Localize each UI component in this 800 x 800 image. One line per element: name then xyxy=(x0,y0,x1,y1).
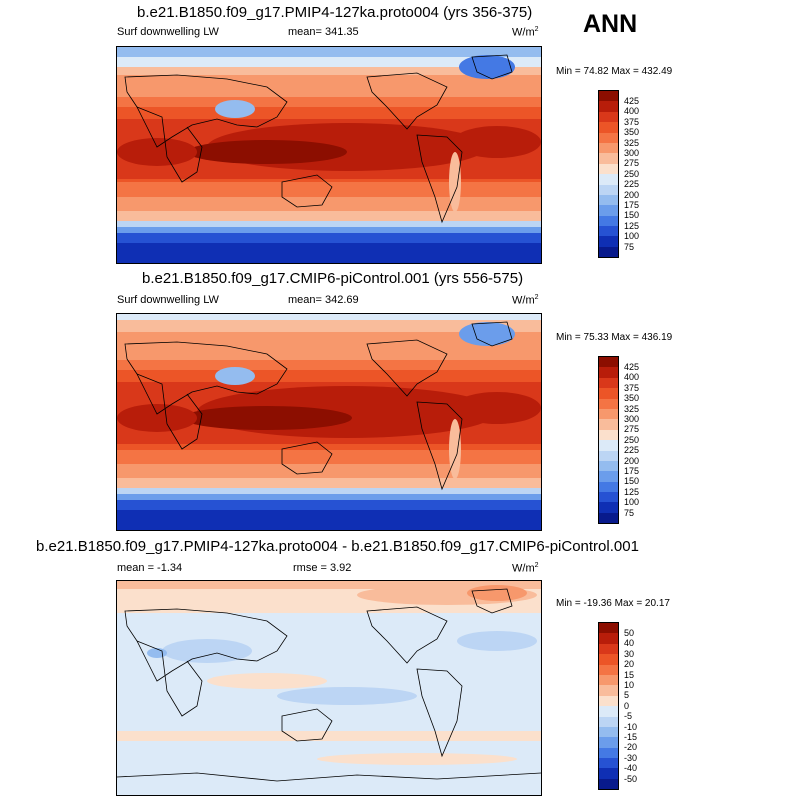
panel-1-minmax: Min = 74.82 Max = 432.49 xyxy=(556,66,673,77)
panel-1-units: W/m2 xyxy=(512,26,539,39)
panel-3-colorbar xyxy=(598,622,619,790)
panel-2-mean: mean= 342.69 xyxy=(288,294,359,306)
panel-1-field-label: Surf downwelling LW xyxy=(117,26,219,38)
panel-2-minmax: Min = 75.33 Max = 436.19 xyxy=(556,332,673,343)
panel-3-mean: mean = -1.34 xyxy=(117,562,183,574)
panel-3-rmse: rmse = 3.92 xyxy=(293,562,352,574)
panel-2-title: b.e21.B1850.f09_g17.CMIP6-piControl.001 … xyxy=(142,270,524,287)
panel-1-map xyxy=(116,46,542,264)
panel-3-minmax: Min = -19.36 Max = 20.17 xyxy=(556,598,670,609)
panel-3-title: b.e21.B1850.f09_g17.PMIP4-127ka.proto004… xyxy=(36,538,639,555)
panel-3-map xyxy=(116,580,542,796)
panel-2-field-label: Surf downwelling LW xyxy=(117,294,219,306)
season-label: ANN xyxy=(583,10,638,38)
panel-1-mean: mean= 341.35 xyxy=(288,26,359,38)
panel-2-colorbar xyxy=(598,356,619,524)
panel-2-map xyxy=(116,313,542,531)
panel-1-colorbar xyxy=(598,90,619,258)
panel-3-units: W/m2 xyxy=(512,562,539,575)
panel-2-units: W/m2 xyxy=(512,294,539,307)
panel-1-title: b.e21.B1850.f09_g17.PMIP4-127ka.proto004… xyxy=(137,4,533,21)
